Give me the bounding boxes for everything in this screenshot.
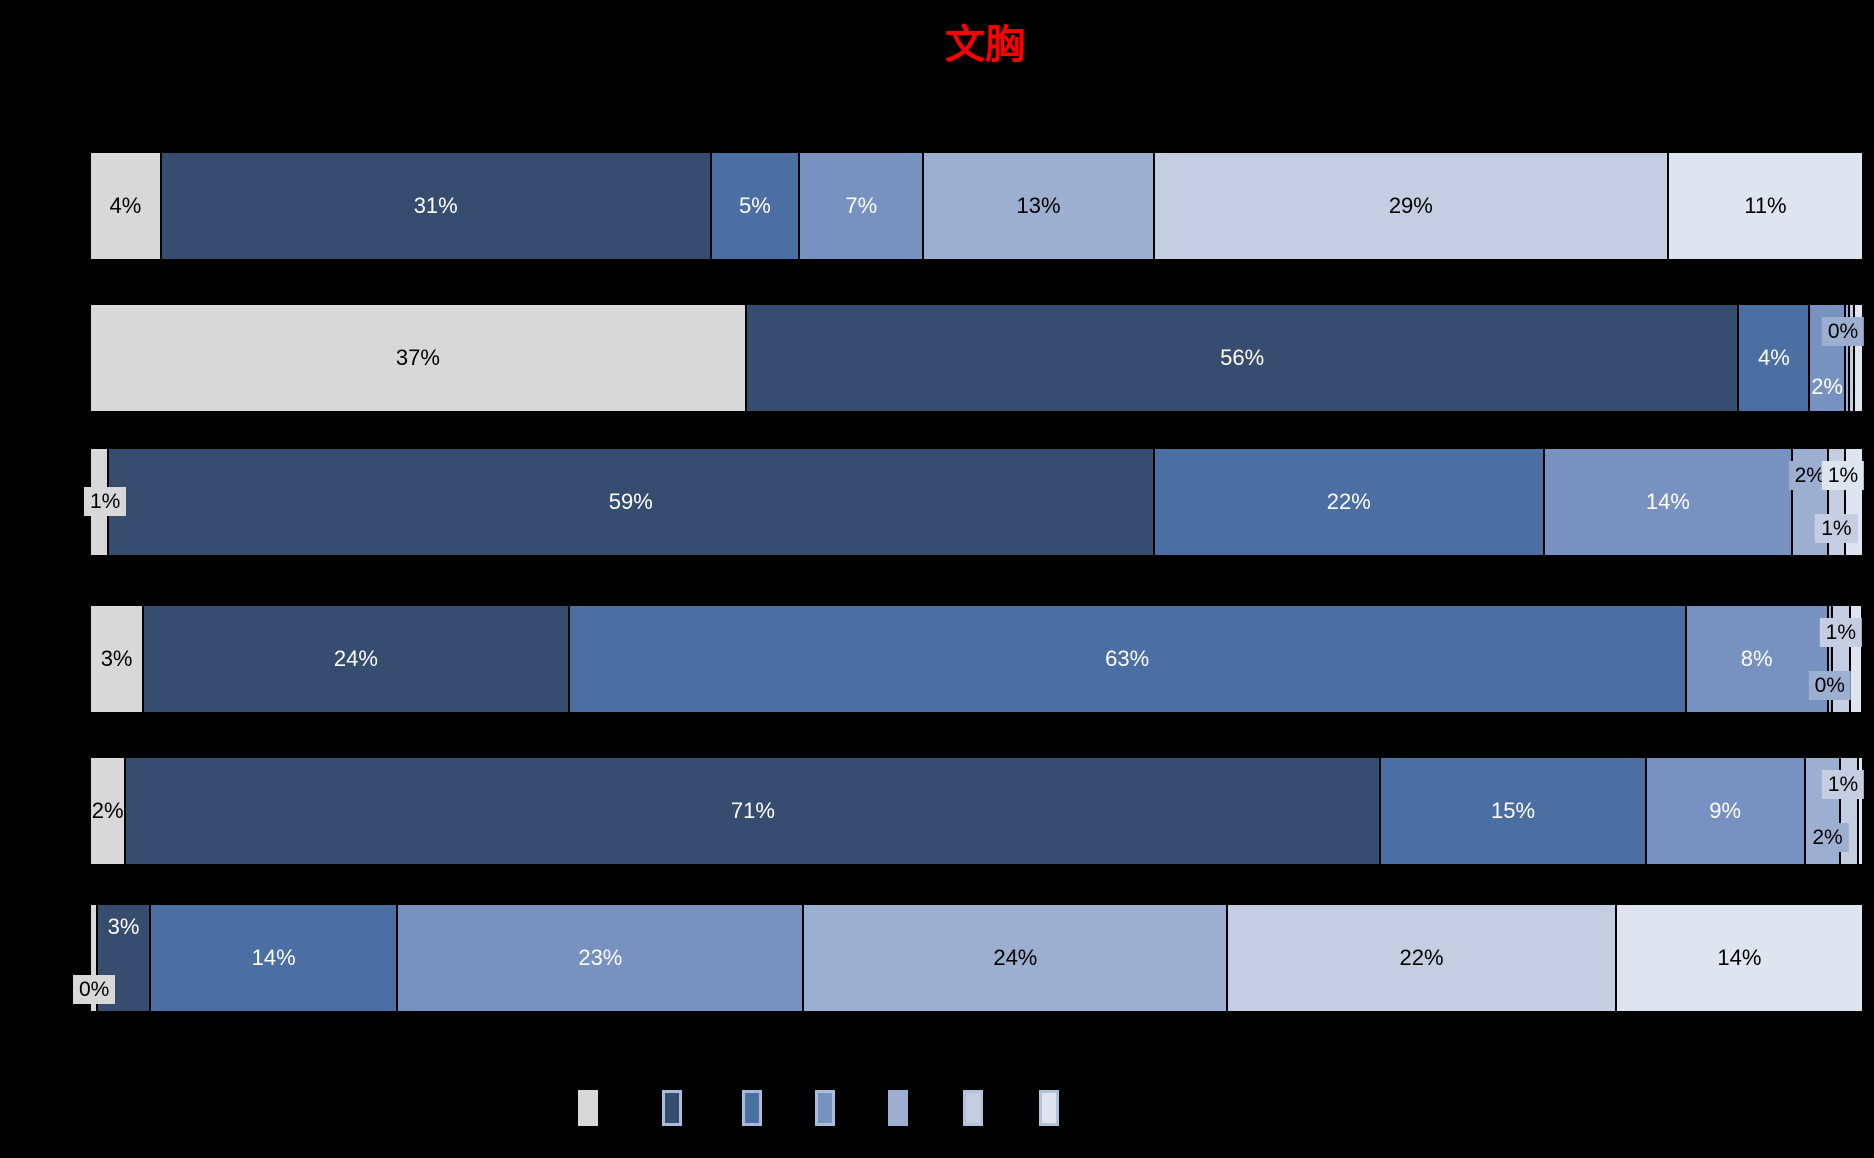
bar-segment: 56% xyxy=(745,304,1739,412)
segment-callout-label: 1% xyxy=(84,487,127,516)
segment-label: 31% xyxy=(413,193,458,218)
segment-callout-label: 1% xyxy=(1821,461,1865,490)
segment-label: 7% xyxy=(845,193,878,218)
bar-segment: 29% xyxy=(1153,152,1668,260)
segment-label: 14% xyxy=(1645,489,1690,514)
segment-callout-label: 0% xyxy=(1808,671,1851,700)
bar-segment: 7% xyxy=(799,152,924,260)
bar-segment: 37% xyxy=(90,304,746,412)
bar-segment xyxy=(90,904,98,1012)
segment-label: 3% xyxy=(100,646,133,671)
segment-label: 23% xyxy=(578,945,623,970)
segment-label: 22% xyxy=(1326,489,1371,514)
segment-callout-label: 1% xyxy=(1821,770,1865,799)
segment-label: 71% xyxy=(730,798,775,823)
segment-label: 63% xyxy=(1105,646,1150,671)
bar-segment: 2% xyxy=(90,757,126,865)
bar-segment: 14% xyxy=(1615,904,1863,1012)
bar-segment: 14% xyxy=(150,904,398,1012)
segment-callout-label: 0% xyxy=(73,975,116,1004)
segment-label: 2% xyxy=(1811,374,1843,399)
segment-callout-label: 2% xyxy=(1806,823,1849,852)
bar-segment: 4% xyxy=(90,152,161,260)
bar-segment: 3% xyxy=(90,605,144,713)
bar-row-4: 3% 24% 63% 8% 0% 1% xyxy=(90,605,1863,713)
bar-segment: 63% xyxy=(568,605,1686,713)
bar-segment: 14% xyxy=(1543,448,1793,556)
segment-label: 56% xyxy=(1220,345,1265,370)
segment-label: 3% xyxy=(107,914,140,939)
bar-segment: 59% xyxy=(107,448,1154,556)
bar-segment: 5% xyxy=(710,152,800,260)
bar-segment: 24% xyxy=(143,605,569,713)
bar-row-3: 1% 59% 22% 14% 2% 1% 1% xyxy=(84,448,1865,556)
segment-label: 4% xyxy=(1758,345,1790,370)
bar-segment: 8% xyxy=(1685,605,1828,713)
segment-label: 24% xyxy=(333,646,378,671)
segment-label: 13% xyxy=(1016,193,1061,218)
bar-segment xyxy=(1844,304,1849,412)
bar-segment xyxy=(1848,304,1855,412)
segment-callout-label: 0% xyxy=(1821,317,1865,346)
segment-label: 22% xyxy=(1399,945,1444,970)
bar-segment: 22% xyxy=(1153,448,1544,556)
bar-segment: 11% xyxy=(1667,152,1863,260)
chart-title: 文胸 xyxy=(945,23,1025,67)
segment-label: 2% xyxy=(91,798,124,823)
bar-segment xyxy=(1857,757,1864,865)
segment-label: 15% xyxy=(1490,798,1536,823)
bar-segment: 4% xyxy=(1738,304,1810,412)
bar-row-6: 0% 3% 14% 23% 24% 22% 14% xyxy=(73,904,1863,1012)
bar-segment: 9% xyxy=(1645,757,1805,865)
bar-segment: 24% xyxy=(803,904,1228,1012)
segment-label: 29% xyxy=(1388,193,1433,218)
segment-callout-label: 1% xyxy=(1819,618,1863,647)
segment-label: 24% xyxy=(993,945,1038,970)
segment-label: 4% xyxy=(109,193,142,218)
plot-area: 4% 31% 5% 7% 13% 29% 11% 37% 56% 4% 2% 0% 1% 59% 22% 14… xyxy=(73,0,1865,1158)
bar-segment: 71% xyxy=(125,757,1381,865)
segment-callout-label: 1% xyxy=(1815,514,1858,543)
segment-label: 59% xyxy=(608,489,653,514)
bar-segment: 22% xyxy=(1227,904,1616,1012)
segment-label: 9% xyxy=(1709,798,1742,823)
bar-row-5: 2% 71% 15% 9% 2% 1% xyxy=(90,757,1865,865)
segment-label: 11% xyxy=(1744,193,1787,218)
bar-row-1: 4% 31% 5% 7% 13% 29% 11% xyxy=(90,152,1863,260)
segment-label: 5% xyxy=(738,193,771,218)
bar-segment xyxy=(1854,304,1863,412)
segment-label: 8% xyxy=(1740,646,1773,671)
segment-label: 14% xyxy=(1717,945,1762,970)
bar-segment: 23% xyxy=(397,904,804,1012)
bar-segment: 31% xyxy=(160,152,711,260)
bar-row-2: 37% 56% 4% 2% 0% xyxy=(90,304,1865,412)
segment-label: 14% xyxy=(251,945,296,970)
segment-label: 37% xyxy=(395,345,440,370)
bar-segment: 13% xyxy=(923,152,1154,260)
bar-segment: 15% xyxy=(1380,757,1646,865)
bar-segment xyxy=(1827,605,1832,713)
